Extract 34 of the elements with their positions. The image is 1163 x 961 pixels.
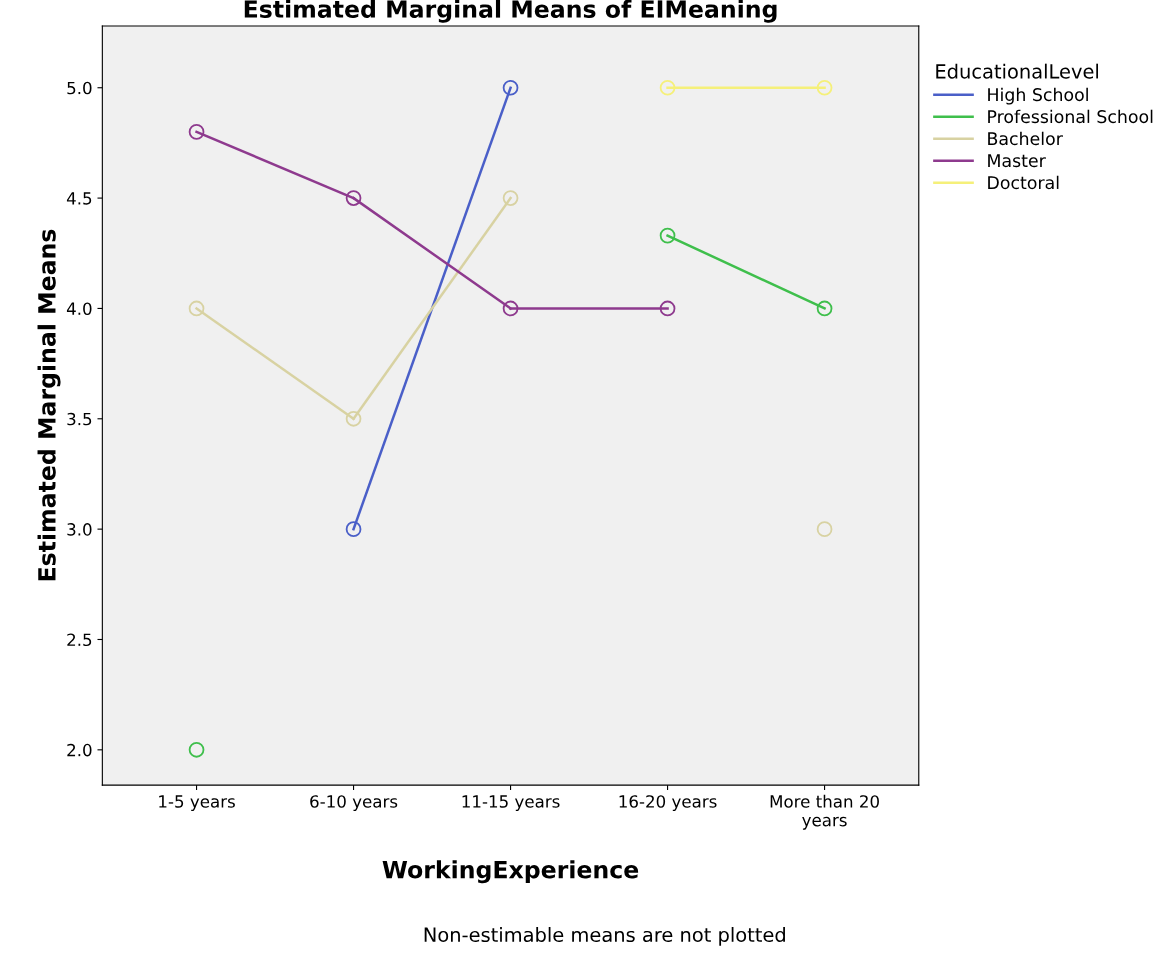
y-tick-label: 3.0 <box>67 523 92 536</box>
legend-label: High School <box>988 87 1088 105</box>
y-tick-label: 5.0 <box>67 81 92 95</box>
x-tick-label: 1-5 years <box>159 795 235 811</box>
point <box>502 190 519 206</box>
legend-title: EducationalLevel <box>936 63 1099 79</box>
y-tick-label: 4.0 <box>66 302 92 316</box>
point <box>816 521 833 537</box>
x-tick-label: More than 20 years <box>770 794 879 830</box>
point <box>345 190 362 206</box>
y-tick-label: 2.0 <box>67 743 92 757</box>
point <box>502 79 519 96</box>
y-tick-label: 3.5 <box>67 412 92 426</box>
point <box>345 410 362 427</box>
point <box>188 124 205 140</box>
x-tick-label: 16-20 years <box>619 795 717 811</box>
legend-label: Professional School <box>988 109 1153 124</box>
chart-title: Estimated Marginal Means of EIMeaning <box>244 0 777 23</box>
point <box>345 521 362 537</box>
point <box>816 79 833 96</box>
point <box>188 300 205 317</box>
y-tick-label: 2.5 <box>67 633 92 647</box>
point <box>502 300 519 317</box>
y-axis-title: Estimated Marginal Means <box>37 229 61 581</box>
x-tick-label: 11-15 years <box>462 795 560 811</box>
x-tick-label: 6-10 years <box>310 795 398 811</box>
legend-label: Bachelor <box>988 131 1063 146</box>
text: Non-estimable means are not plotted <box>424 927 785 946</box>
x-axis-title: WorkingExperience <box>382 860 639 884</box>
legend-label: Doctoral <box>988 175 1059 190</box>
point <box>188 741 205 758</box>
legend-label: Master <box>988 154 1046 168</box>
point <box>659 79 676 96</box>
y-tick-label: 4.5 <box>66 192 92 205</box>
